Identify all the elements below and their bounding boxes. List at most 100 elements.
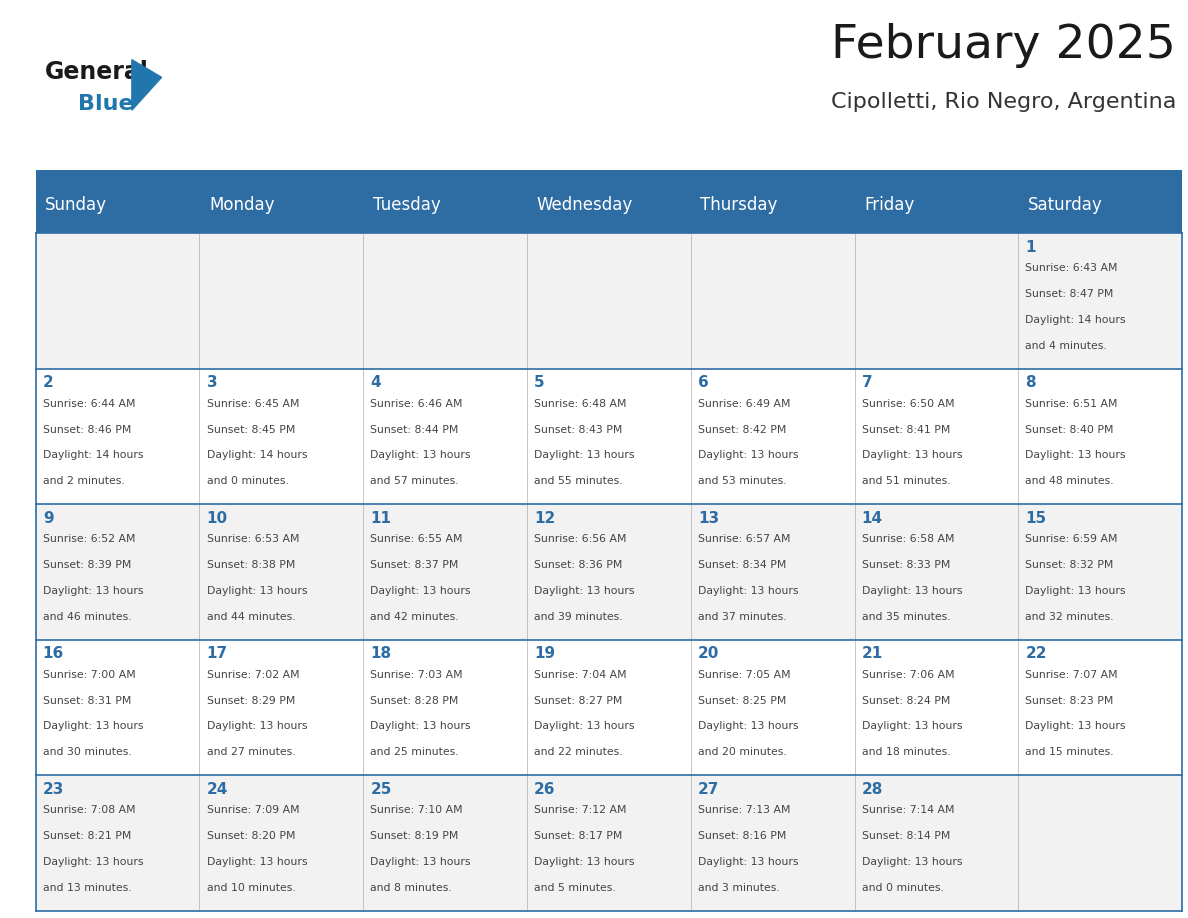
Bar	[854, 775, 1018, 911]
Text: Daylight: 13 hours: Daylight: 13 hours	[207, 856, 307, 867]
Text: 16: 16	[43, 646, 64, 661]
Text: 5: 5	[535, 375, 545, 390]
Text: and 37 minutes.: and 37 minutes.	[697, 611, 786, 621]
Text: Wednesday: Wednesday	[537, 196, 633, 214]
Text: Sunset: 8:38 PM: Sunset: 8:38 PM	[207, 560, 295, 570]
Text: Tuesday: Tuesday	[373, 196, 441, 214]
Text: Daylight: 13 hours: Daylight: 13 hours	[535, 451, 634, 460]
Text: and 55 minutes.: and 55 minutes.	[535, 476, 623, 486]
Text: 22: 22	[1025, 646, 1047, 661]
Text: Daylight: 13 hours: Daylight: 13 hours	[697, 856, 798, 867]
Text: 7: 7	[861, 375, 872, 390]
Text: Sunrise: 6:44 AM: Sunrise: 6:44 AM	[43, 399, 135, 409]
Text: Sunset: 8:20 PM: Sunset: 8:20 PM	[207, 831, 295, 841]
Text: Daylight: 14 hours: Daylight: 14 hours	[207, 451, 307, 460]
Text: and 0 minutes.: and 0 minutes.	[207, 476, 289, 486]
Bar	[1018, 369, 1182, 504]
Text: Cipolletti, Rio Negro, Argentina: Cipolletti, Rio Negro, Argentina	[830, 92, 1176, 112]
Bar	[200, 640, 364, 775]
Text: and 53 minutes.: and 53 minutes.	[697, 476, 786, 486]
Text: Sunset: 8:42 PM: Sunset: 8:42 PM	[697, 425, 786, 434]
Text: and 15 minutes.: and 15 minutes.	[1025, 747, 1114, 757]
Text: Sunrise: 6:51 AM: Sunrise: 6:51 AM	[1025, 399, 1118, 409]
Text: 17: 17	[207, 646, 228, 661]
Text: 25: 25	[371, 781, 392, 797]
Text: Daylight: 13 hours: Daylight: 13 hours	[1025, 586, 1126, 596]
Text: 28: 28	[861, 781, 883, 797]
Text: and 10 minutes.: and 10 minutes.	[207, 882, 296, 892]
Bar	[854, 369, 1018, 504]
Text: Daylight: 13 hours: Daylight: 13 hours	[371, 586, 470, 596]
Text: Sunrise: 6:46 AM: Sunrise: 6:46 AM	[371, 399, 463, 409]
Bar	[36, 176, 1182, 233]
Bar	[1018, 775, 1182, 911]
Text: Sunrise: 6:55 AM: Sunrise: 6:55 AM	[371, 534, 463, 544]
Text: Daylight: 13 hours: Daylight: 13 hours	[535, 586, 634, 596]
Bar	[364, 775, 527, 911]
Text: Sunrise: 7:12 AM: Sunrise: 7:12 AM	[535, 805, 626, 815]
Text: Sunset: 8:40 PM: Sunset: 8:40 PM	[1025, 425, 1114, 434]
Bar	[36, 640, 200, 775]
Text: Sunset: 8:36 PM: Sunset: 8:36 PM	[535, 560, 623, 570]
Text: Sunset: 8:19 PM: Sunset: 8:19 PM	[371, 831, 459, 841]
Text: Thursday: Thursday	[700, 196, 778, 214]
Text: 13: 13	[697, 510, 719, 526]
Text: Sunset: 8:31 PM: Sunset: 8:31 PM	[43, 696, 131, 706]
Bar	[690, 369, 854, 504]
Text: and 39 minutes.: and 39 minutes.	[535, 611, 623, 621]
Text: 20: 20	[697, 646, 719, 661]
Text: Daylight: 13 hours: Daylight: 13 hours	[43, 586, 144, 596]
Text: and 30 minutes.: and 30 minutes.	[43, 747, 132, 757]
Text: 23: 23	[43, 781, 64, 797]
Text: and 51 minutes.: and 51 minutes.	[861, 476, 950, 486]
Bar	[527, 640, 690, 775]
Text: Sunrise: 6:58 AM: Sunrise: 6:58 AM	[861, 534, 954, 544]
Text: Sunrise: 6:56 AM: Sunrise: 6:56 AM	[535, 534, 626, 544]
Bar	[200, 504, 364, 640]
Text: Daylight: 13 hours: Daylight: 13 hours	[207, 586, 307, 596]
Text: Sunset: 8:43 PM: Sunset: 8:43 PM	[535, 425, 623, 434]
Text: Sunset: 8:23 PM: Sunset: 8:23 PM	[1025, 696, 1114, 706]
Text: and 3 minutes.: and 3 minutes.	[697, 882, 779, 892]
Text: Daylight: 14 hours: Daylight: 14 hours	[1025, 315, 1126, 325]
Text: and 46 minutes.: and 46 minutes.	[43, 611, 132, 621]
Text: 11: 11	[371, 510, 391, 526]
Text: Sunrise: 7:03 AM: Sunrise: 7:03 AM	[371, 670, 463, 680]
Bar	[854, 640, 1018, 775]
Text: 27: 27	[697, 781, 719, 797]
Text: Saturday: Saturday	[1028, 196, 1102, 214]
Text: Daylight: 13 hours: Daylight: 13 hours	[861, 586, 962, 596]
Bar	[200, 369, 364, 504]
Text: Sunset: 8:21 PM: Sunset: 8:21 PM	[43, 831, 131, 841]
Text: Sunset: 8:14 PM: Sunset: 8:14 PM	[861, 831, 950, 841]
Text: Sunset: 8:17 PM: Sunset: 8:17 PM	[535, 831, 623, 841]
Text: Daylight: 13 hours: Daylight: 13 hours	[697, 722, 798, 732]
Text: Daylight: 14 hours: Daylight: 14 hours	[43, 451, 144, 460]
Bar	[527, 233, 690, 369]
Text: 12: 12	[535, 510, 555, 526]
Text: Sunset: 8:32 PM: Sunset: 8:32 PM	[1025, 560, 1114, 570]
Text: Sunrise: 6:43 AM: Sunrise: 6:43 AM	[1025, 263, 1118, 274]
Text: 19: 19	[535, 646, 555, 661]
Text: Daylight: 13 hours: Daylight: 13 hours	[697, 586, 798, 596]
Text: 3: 3	[207, 375, 217, 390]
Text: Daylight: 13 hours: Daylight: 13 hours	[207, 722, 307, 732]
Text: Sunset: 8:33 PM: Sunset: 8:33 PM	[861, 560, 950, 570]
Text: Friday: Friday	[864, 196, 915, 214]
Text: Sunset: 8:41 PM: Sunset: 8:41 PM	[861, 425, 950, 434]
Text: Sunrise: 6:59 AM: Sunrise: 6:59 AM	[1025, 534, 1118, 544]
Text: Sunset: 8:44 PM: Sunset: 8:44 PM	[371, 425, 459, 434]
Text: 24: 24	[207, 781, 228, 797]
Bar	[690, 640, 854, 775]
Bar	[854, 504, 1018, 640]
Text: and 25 minutes.: and 25 minutes.	[371, 747, 459, 757]
Text: and 27 minutes.: and 27 minutes.	[207, 747, 295, 757]
Text: Sunrise: 7:05 AM: Sunrise: 7:05 AM	[697, 670, 790, 680]
Text: Sunrise: 7:10 AM: Sunrise: 7:10 AM	[371, 805, 463, 815]
Text: Sunrise: 6:57 AM: Sunrise: 6:57 AM	[697, 534, 790, 544]
Polygon shape	[132, 60, 162, 110]
Text: Sunrise: 6:45 AM: Sunrise: 6:45 AM	[207, 399, 299, 409]
Text: 4: 4	[371, 375, 381, 390]
Text: Daylight: 13 hours: Daylight: 13 hours	[371, 451, 470, 460]
Text: Daylight: 13 hours: Daylight: 13 hours	[371, 722, 470, 732]
